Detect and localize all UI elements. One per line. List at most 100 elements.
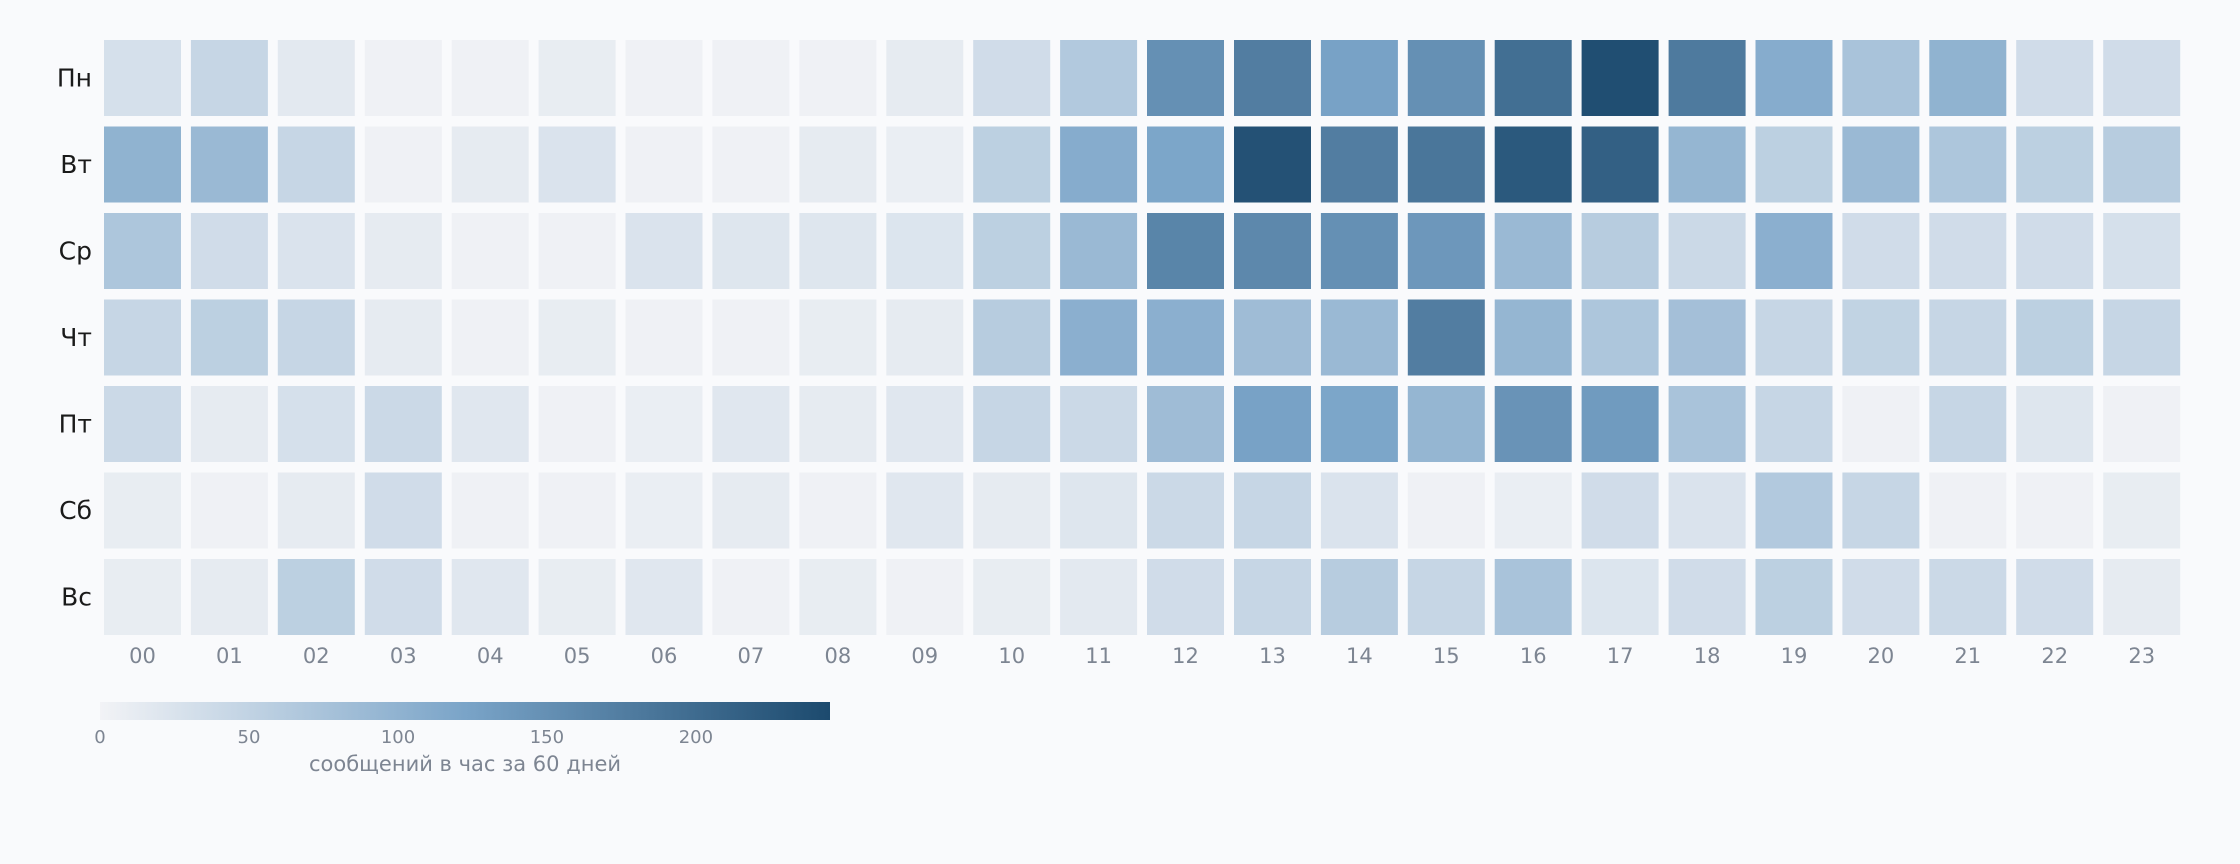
heatmap-cell-Пн-00 [104, 40, 181, 116]
heatmap-cell-Вс-18 [1668, 559, 1746, 635]
colorbar-ticks: 0 50 100 150 200 [94, 727, 713, 748]
row-label: Вт [60, 150, 92, 179]
heatmap-cell-Сб-04 [451, 472, 529, 549]
heatmap-cell-Пн-08 [799, 40, 877, 116]
heatmap-cell-Пн-20 [1842, 40, 1920, 116]
heatmap-cell-Ср-13 [1234, 213, 1311, 289]
heatmap-cell-Вс-11 [1060, 559, 1138, 635]
colorbar [100, 702, 830, 720]
heatmap-cell-Сб-20 [1842, 472, 1920, 549]
column-label: 21 [1954, 644, 1981, 668]
heatmap-cell-Ср-17 [1581, 213, 1659, 289]
heatmap-cell-Чт-03 [364, 299, 442, 376]
row-labels: Пн Вт Ср Чт Пт Сб Вс [57, 64, 92, 612]
row-label: Вс [61, 583, 92, 612]
heatmap-cell-Пт-06 [625, 386, 703, 462]
heatmap-cell-Вт-13 [1234, 126, 1311, 203]
column-label: 08 [825, 644, 852, 668]
heatmap-cell-Вс-01 [190, 559, 268, 635]
heatmap-cell-Пн-06 [625, 40, 703, 116]
heatmap-cell-Сб-22 [2016, 472, 2094, 549]
heatmap-cell-Ср-06 [625, 213, 703, 289]
heatmap-cell-Сб-14 [1320, 472, 1398, 549]
heatmap-cell-Ср-21 [1929, 213, 2007, 289]
heatmap-cell-Пт-00 [104, 386, 181, 462]
row-label: Пт [59, 410, 92, 439]
heatmap-cell-Ср-20 [1842, 213, 1920, 289]
heatmap-cell-Чт-10 [973, 299, 1051, 376]
heatmap-cell-Сб-02 [277, 472, 355, 549]
heatmap-cell-Чт-17 [1581, 299, 1659, 376]
heatmap-cell-Пн-04 [451, 40, 529, 116]
heatmap-cell-Вс-17 [1581, 559, 1659, 635]
heatmap-cell-Сб-19 [1755, 472, 1833, 549]
heatmap-cell-Пн-12 [1147, 40, 1224, 116]
heatmap-cell-Ср-04 [451, 213, 529, 289]
heatmap-cell-Чт-11 [1060, 299, 1138, 376]
heatmap-cell-Ср-15 [1407, 213, 1485, 289]
heatmap-cell-Чт-08 [799, 299, 877, 376]
heatmap-cell-Чт-00 [104, 299, 181, 376]
heatmap-cell-Пн-02 [277, 40, 355, 116]
heatmap-cell-Вт-14 [1320, 126, 1398, 203]
heatmap-cell-Вс-23 [2103, 559, 2181, 635]
heatmap-cell-Пт-15 [1407, 386, 1485, 462]
heatmap-cell-Чт-07 [712, 299, 790, 376]
heatmap-cell-Пт-17 [1581, 386, 1659, 462]
heatmap-cell-Вс-03 [364, 559, 442, 635]
heatmap-cell-Сб-11 [1060, 472, 1138, 549]
column-label: 19 [1781, 644, 1808, 668]
heatmap-cell-Ср-23 [2103, 213, 2181, 289]
column-label: 03 [390, 644, 417, 668]
heatmap-cell-Пн-03 [364, 40, 442, 116]
heatmap-cell-Пн-19 [1755, 40, 1833, 116]
heatmap-cell-Пт-13 [1234, 386, 1311, 462]
heatmap-cell-Вт-15 [1407, 126, 1485, 203]
heatmap-cell-Вт-01 [190, 126, 268, 203]
heatmap-cell-Пн-11 [1060, 40, 1138, 116]
heatmap-cell-Пн-17 [1581, 40, 1659, 116]
column-label: 22 [2041, 644, 2068, 668]
heatmap-cell-Пт-19 [1755, 386, 1833, 462]
heatmap-cell-Ср-01 [190, 213, 268, 289]
column-label: 04 [477, 644, 504, 668]
heatmap-cell-Пн-15 [1407, 40, 1485, 116]
row-label: Пн [57, 64, 92, 93]
heatmap-cell-Пн-14 [1320, 40, 1398, 116]
heatmap-cell-Сб-05 [538, 472, 616, 549]
heatmap-cell-Пт-08 [799, 386, 877, 462]
heatmap-cell-Сб-00 [104, 472, 181, 549]
column-label: 06 [651, 644, 678, 668]
heatmap-cell-Вс-02 [277, 559, 355, 635]
heatmap-cell-Ср-10 [973, 213, 1051, 289]
heatmap-cell-Вт-17 [1581, 126, 1659, 203]
row-label: Сб [59, 496, 92, 525]
heatmap-cell-Пн-23 [2103, 40, 2181, 116]
heatmap-cell-Вс-06 [625, 559, 703, 635]
heatmap-cell-Чт-21 [1929, 299, 2007, 376]
heatmap-cell-Вс-15 [1407, 559, 1485, 635]
column-label: 16 [1520, 644, 1547, 668]
heatmap-cell-Чт-14 [1320, 299, 1398, 376]
column-label: 18 [1694, 644, 1721, 668]
heatmap-cell-Пт-22 [2016, 386, 2094, 462]
colorbar-tick-label: 0 [94, 727, 105, 748]
heatmap-cell-Пт-07 [712, 386, 790, 462]
heatmap-cell-Вт-04 [451, 126, 529, 203]
heatmap-cell-Вт-07 [712, 126, 790, 203]
heatmap-cell-Пт-11 [1060, 386, 1138, 462]
heatmap-cell-Вт-10 [973, 126, 1051, 203]
heatmap-cell-Сб-15 [1407, 472, 1485, 549]
heatmap-cell-Ср-14 [1320, 213, 1398, 289]
column-label: 23 [2128, 644, 2155, 668]
heatmap-cell-Сб-18 [1668, 472, 1746, 549]
heatmap-cell-Ср-19 [1755, 213, 1833, 289]
colorbar-tick-label: 200 [679, 727, 713, 748]
heatmap-cell-Вс-00 [104, 559, 181, 635]
heatmap-cell-Вс-07 [712, 559, 790, 635]
heatmap-cell-Чт-09 [886, 299, 964, 376]
heatmap-cell-Чт-06 [625, 299, 703, 376]
heatmap-cell-Сб-23 [2103, 472, 2181, 549]
column-label: 09 [911, 644, 938, 668]
heatmap-cell-Сб-17 [1581, 472, 1659, 549]
